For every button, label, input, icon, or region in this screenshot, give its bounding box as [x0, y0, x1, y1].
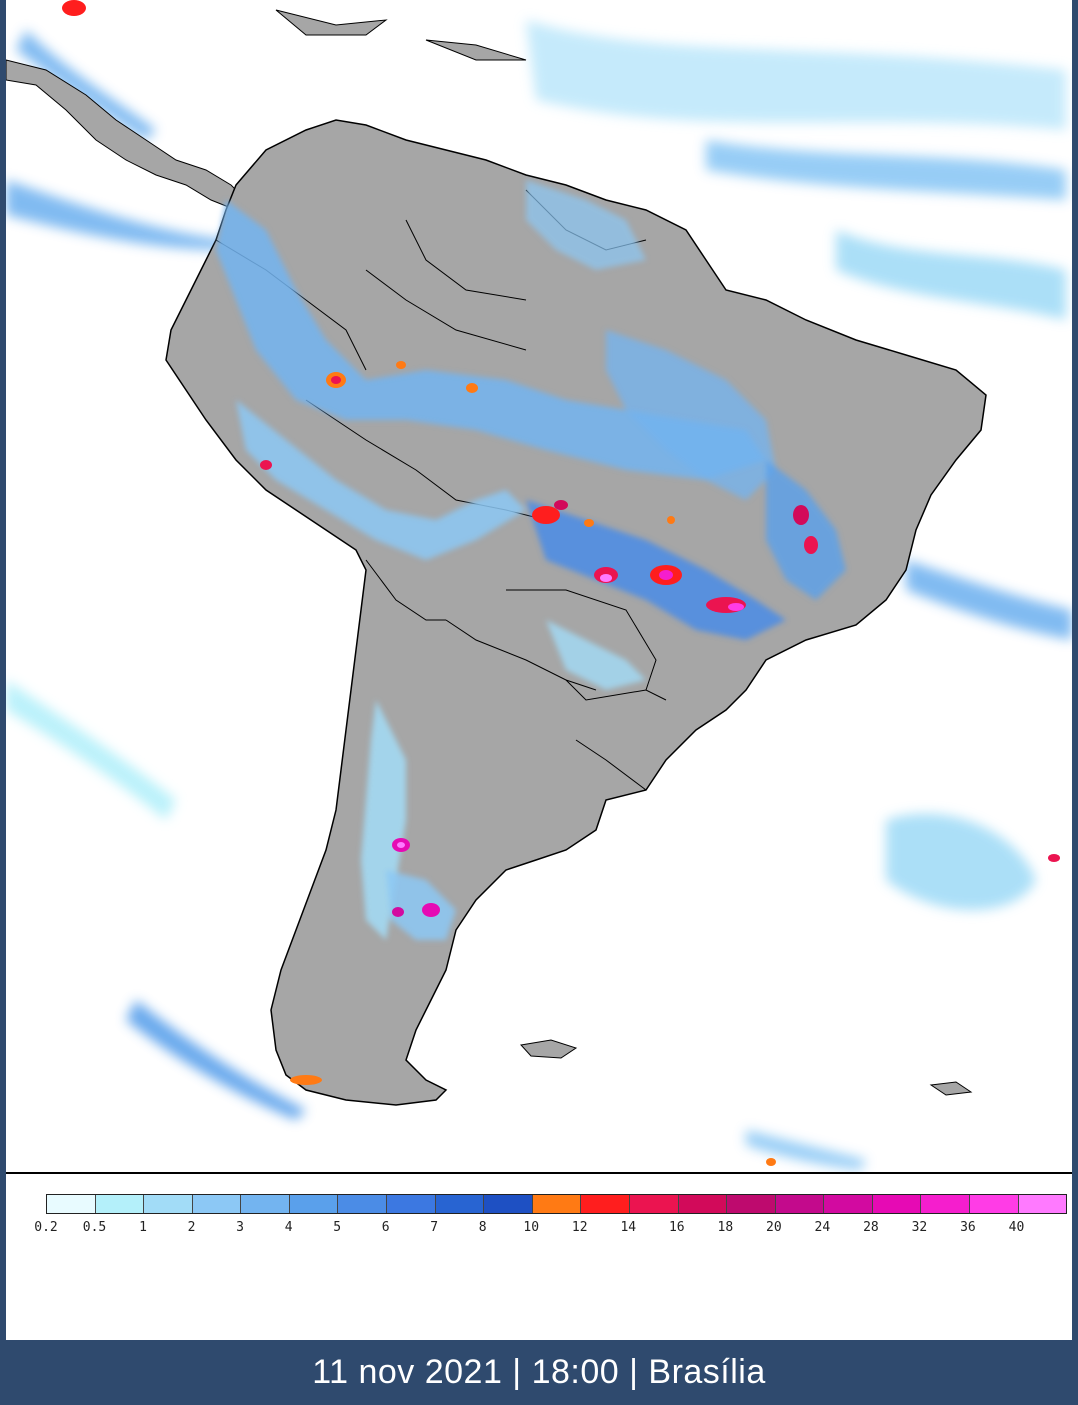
precipitation-legend: 0.2 0.5 1 2 3 4 5 6 7 8 10 12 14 16 18 20 24 28 32 36 40 [6, 1174, 1072, 1340]
ocean-precipitation [6, 20, 1072, 1170]
legend-label: 18 [717, 1220, 734, 1235]
falkland-islands [520, 1039, 578, 1059]
legend-swatch [387, 1195, 436, 1213]
south-georgia [929, 1081, 973, 1096]
legend-color-bar [46, 1194, 1067, 1214]
legend-swatch [484, 1195, 533, 1213]
legend-label: 40 [1008, 1220, 1025, 1235]
legend-swatch [435, 1195, 485, 1213]
legend-label: 32 [911, 1220, 928, 1235]
legend-swatch [727, 1195, 776, 1213]
legend-label: 16 [668, 1220, 685, 1235]
legend-label: 7 [430, 1220, 439, 1235]
legend-label: 36 [960, 1220, 976, 1235]
legend-swatch [47, 1195, 96, 1213]
left-border [0, 0, 6, 1340]
legend-swatch [144, 1195, 193, 1213]
legend-swatch [532, 1195, 582, 1213]
legend-label: 20 [766, 1220, 782, 1235]
legend-label: 4 [284, 1220, 293, 1235]
legend-swatch [824, 1195, 873, 1213]
legend-swatch [678, 1195, 728, 1213]
legend-label: 0.5 [82, 1220, 107, 1235]
legend-label: 2 [187, 1220, 196, 1235]
legend-swatch [192, 1195, 242, 1213]
timestamp-text: 11 nov 2021 | 18:00 | Brasília [312, 1353, 766, 1391]
legend-swatch [969, 1195, 1019, 1213]
legend-label: 5 [333, 1220, 342, 1235]
precipitation-map [6, 0, 1072, 1174]
legend-swatch [95, 1195, 145, 1213]
legend-swatch [581, 1195, 630, 1213]
legend-label: 8 [478, 1220, 487, 1235]
legend-label: 1 [139, 1220, 147, 1235]
legend-swatch [241, 1195, 290, 1213]
legend-swatch [1018, 1195, 1067, 1213]
legend-swatch [921, 1195, 970, 1213]
legend-swatch [775, 1195, 825, 1213]
intense-cells [62, 0, 1060, 1166]
legend-label: 10 [523, 1220, 540, 1235]
map-canvas [6, 0, 1072, 1172]
legend-label: 12 [571, 1220, 588, 1235]
legend-label: 28 [863, 1220, 879, 1235]
right-border [1072, 0, 1078, 1340]
legend-label: 24 [814, 1220, 831, 1235]
legend-swatch [629, 1195, 679, 1213]
legend-swatch [289, 1195, 339, 1213]
legend-label: 0.2 [34, 1220, 58, 1235]
legend-swatch [338, 1195, 388, 1213]
timestamp-footer: 11 nov 2021 | 18:00 | Brasília [0, 1340, 1078, 1405]
legend-label: 14 [620, 1220, 637, 1235]
legend-swatch [872, 1195, 922, 1213]
legend-label: 6 [381, 1220, 390, 1235]
legend-label: 3 [236, 1220, 245, 1235]
legend-labels: 0.2 0.5 1 2 3 4 5 6 7 8 10 12 14 16 18 20 24 28 32 36 40 [34, 1220, 1065, 1240]
